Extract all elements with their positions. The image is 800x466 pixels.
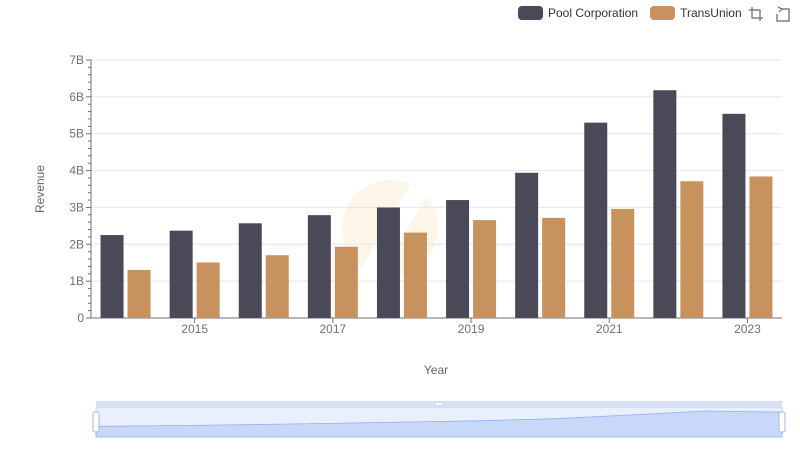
bar-pool-corporation-2018[interactable]: [376, 207, 400, 318]
bar-pool-corporation-2021[interactable]: [584, 122, 608, 319]
bar-transunion-2022[interactable]: [680, 181, 704, 318]
bar-transunion-2015[interactable]: [196, 262, 220, 318]
y-tick-label: 6B: [69, 90, 84, 104]
y-axis-title: Revenue: [33, 165, 47, 213]
bar-pool-corporation-2015[interactable]: [169, 230, 193, 318]
y-tick-label: 7B: [69, 53, 84, 67]
grid-lines: [91, 59, 782, 282]
data-zoom-move-handle-icon[interactable]: [434, 402, 444, 406]
bar-transunion-2021[interactable]: [611, 208, 635, 318]
x-tick-label: 2021: [596, 322, 623, 336]
y-tick-label: 5B: [69, 127, 84, 141]
bar-transunion-2018[interactable]: [403, 232, 427, 318]
bar-transunion-2020[interactable]: [542, 217, 566, 318]
bar-transunion-2023[interactable]: [749, 176, 773, 318]
bar-transunion-2014[interactable]: [127, 269, 151, 318]
x-tick-label: 2023: [734, 322, 761, 336]
data-zoom-selection[interactable]: [96, 407, 782, 437]
bar-transunion-2019[interactable]: [473, 220, 497, 318]
data-zoom-slider[interactable]: [92, 401, 786, 438]
data-zoom-right-handle[interactable]: [778, 411, 786, 433]
bar-pool-corporation-2014[interactable]: [100, 235, 124, 318]
bar-pool-corporation-2023[interactable]: [722, 113, 746, 318]
y-tick-label: 1B: [69, 274, 84, 288]
legend-swatch-pool-corporation: [518, 6, 543, 20]
x-tick-label: 2019: [458, 322, 485, 336]
legend-label-pool-corporation: Pool Corporation: [548, 6, 639, 20]
y-tick-label: 2B: [69, 237, 84, 251]
zoom-icon[interactable]: [748, 6, 764, 22]
toolbox: [748, 6, 790, 22]
data-zoom-preview: [95, 410, 783, 438]
x-tick-label: 2017: [319, 322, 346, 336]
bar-pool-corporation-2016[interactable]: [238, 223, 262, 318]
zoom-reset-icon[interactable]: [774, 6, 790, 22]
legend-swatch-transunion: [650, 6, 676, 20]
legend-item-pool-corporation[interactable]: Pool Corporation: [518, 6, 638, 20]
bars: [100, 90, 773, 319]
data-zoom-left-handle[interactable]: [92, 411, 100, 433]
y-tick-label: 3B: [69, 200, 84, 214]
x-tick-label: 2015: [181, 322, 208, 336]
x-axis-title: Year: [424, 363, 448, 377]
y-tick-label: 4B: [69, 164, 84, 178]
legend-item-transunion[interactable]: TransUnion: [650, 6, 742, 20]
bar-pool-corporation-2017[interactable]: [307, 215, 331, 318]
y-axis: 0 1B 2B 3B 4B 5B 6B 7B: [69, 53, 92, 325]
bar-transunion-2017[interactable]: [334, 246, 358, 318]
y-tick-label: 0: [77, 311, 84, 325]
bar-pool-corporation-2022[interactable]: [653, 90, 677, 318]
x-axis: 2015 2017 2019 2021 2023: [91, 317, 782, 336]
legend-label-transunion: TransUnion: [680, 6, 742, 20]
bar-transunion-2016[interactable]: [265, 255, 289, 318]
legend: Pool Corporation TransUnion: [518, 4, 742, 22]
bar-pool-corporation-2020[interactable]: [515, 172, 539, 318]
bar-pool-corporation-2019[interactable]: [446, 200, 470, 318]
